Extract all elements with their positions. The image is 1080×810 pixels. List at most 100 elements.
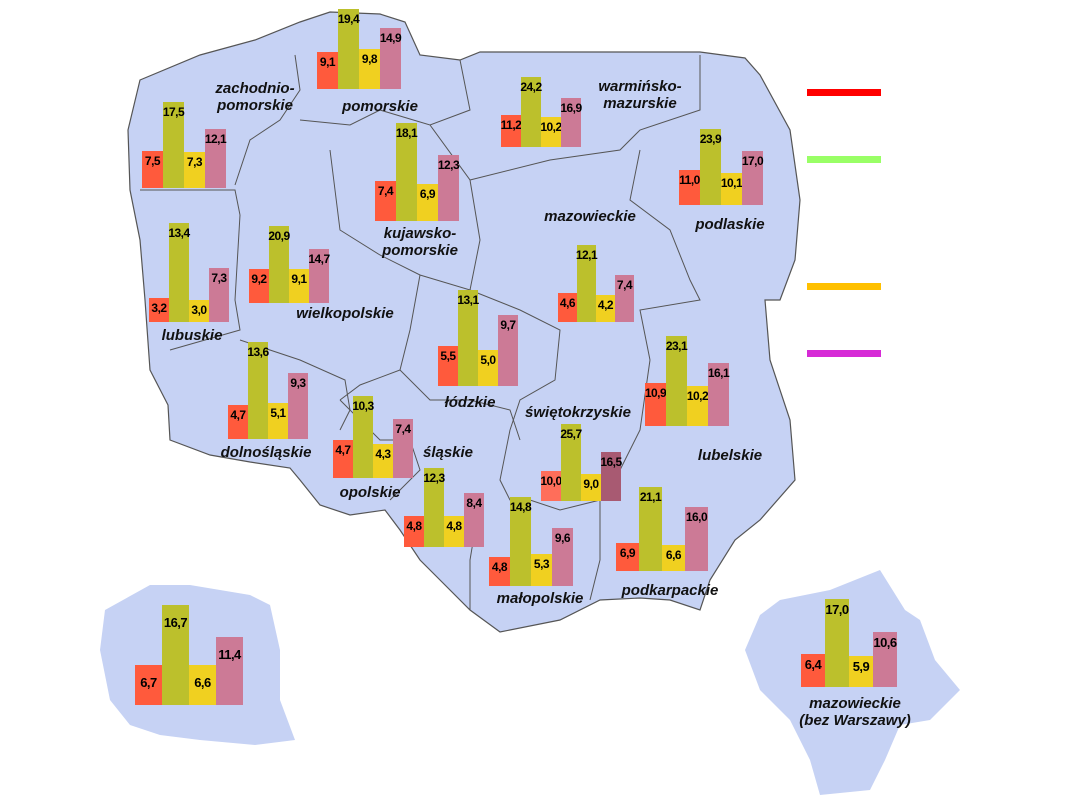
bar: [438, 345, 458, 386]
bar-value-label: 17,5: [162, 105, 185, 120]
bar-value-label: 9,8: [361, 51, 378, 66]
bar: [849, 656, 873, 687]
bar-value-label: 16,0: [685, 510, 708, 524]
bar-value-label: 9,1: [319, 54, 336, 69]
bar: [189, 665, 216, 705]
bar: [404, 516, 424, 547]
bar-value-label: 16,1: [707, 366, 730, 381]
bar-value-label: 18,1: [395, 126, 418, 141]
bar-value-label: 11,4: [218, 646, 241, 662]
bar-value-label: 6,4: [804, 656, 822, 672]
bar-value-label: 11,2: [500, 117, 522, 132]
bar-value-label: 5,5: [440, 348, 456, 363]
bar-value-label: 10,0: [540, 474, 562, 488]
bar-value-label: 16,9: [560, 100, 582, 115]
bar-value-label: 16,5: [600, 454, 622, 469]
bar: [558, 292, 577, 322]
bar-value-label: 20,9: [268, 228, 290, 243]
bar-value-label: 13,1: [457, 293, 479, 308]
region-name-label: mazowieckie: [544, 208, 636, 225]
bar-value-label: 4,6: [559, 295, 576, 310]
region-name-label: mazowieckie (bez Warszawy): [799, 695, 911, 729]
bar: [700, 128, 721, 205]
bar: [531, 554, 552, 586]
region-name-label: świętokrzyskie: [525, 404, 631, 421]
bar: [375, 181, 396, 221]
legend-red-swatch: [807, 89, 881, 96]
bar-value-label: 5,3: [533, 557, 550, 572]
bar: [498, 315, 518, 386]
bar: [645, 383, 666, 426]
bar-value-label: 5,1: [270, 405, 286, 420]
bar: [489, 557, 510, 586]
bar: [577, 244, 596, 322]
bar-value-label: 17,0: [825, 601, 849, 617]
bar-value-label: 25,7: [560, 426, 582, 441]
bar: [616, 543, 639, 571]
bar: [317, 51, 338, 89]
bar: [209, 267, 229, 322]
bar-value-label: 4,3: [375, 446, 391, 461]
bar-value-label: 14,9: [379, 30, 402, 45]
bar-value-label: 4,8: [446, 519, 462, 534]
bar: [269, 225, 289, 303]
bar-value-label: 4,2: [597, 298, 614, 313]
bar-value-label: 4,8: [406, 519, 422, 534]
bar-value-label: 9,3: [290, 375, 306, 390]
bar: [149, 298, 169, 322]
bar: [359, 48, 380, 89]
bar: [561, 423, 581, 501]
bar-value-label: 6,6: [194, 675, 211, 691]
bar: [601, 451, 621, 501]
bar-value-label: 6,9: [419, 186, 436, 201]
bar: [510, 497, 531, 586]
bar-value-label: 5,0: [480, 352, 496, 367]
bar: [478, 349, 498, 386]
bar-value-label: 14,8: [509, 500, 532, 515]
bar-value-label: 12,1: [204, 131, 227, 146]
region-name-label: podkarpackie: [621, 582, 719, 599]
bar-value-label: 23,1: [665, 338, 688, 353]
bar: [541, 471, 561, 501]
bar-value-label: 24,2: [520, 79, 542, 94]
bar: [679, 169, 700, 205]
bar: [184, 152, 205, 188]
bar-value-label: 13,4: [168, 225, 190, 240]
bar: [424, 468, 444, 547]
bar: [288, 372, 308, 439]
bar-value-label: 19,4: [337, 12, 360, 27]
bar: [541, 117, 561, 147]
bar: [552, 528, 573, 586]
region-name-label: lubuskie: [161, 327, 223, 344]
bar: [458, 290, 478, 386]
bar: [687, 386, 708, 426]
bar-value-label: 6,9: [619, 546, 636, 561]
bar-value-label: 8,4: [466, 496, 482, 511]
bar: [396, 123, 417, 221]
bar: [228, 405, 248, 439]
bar-value-label: 7,3: [186, 155, 203, 170]
bar: [268, 402, 288, 439]
bar: [873, 631, 897, 687]
bar-value-label: 9,7: [500, 318, 516, 333]
bar: [825, 598, 849, 687]
region-name-label: dolnośląskie: [220, 444, 312, 461]
bar-value-label: 21,1: [639, 489, 662, 504]
legend-orange-swatch: [807, 283, 881, 290]
bar: [353, 395, 373, 478]
bar: [742, 150, 763, 205]
bar-value-label: 4,7: [335, 443, 351, 458]
bar: [189, 299, 209, 322]
bar: [248, 341, 268, 439]
region-name-label: opolskie: [339, 484, 401, 501]
region-name-label: zachodnio-pomorskie: [215, 80, 295, 114]
bar-value-label: 14,7: [308, 251, 330, 266]
bar: [801, 653, 825, 687]
bar: [393, 418, 413, 478]
bar: [444, 516, 464, 547]
bar-value-label: 17,0: [741, 153, 764, 168]
bar-value-label: 3,0: [191, 302, 207, 317]
bar: [596, 295, 615, 322]
region-name-label: wielkopolskie: [296, 305, 394, 322]
